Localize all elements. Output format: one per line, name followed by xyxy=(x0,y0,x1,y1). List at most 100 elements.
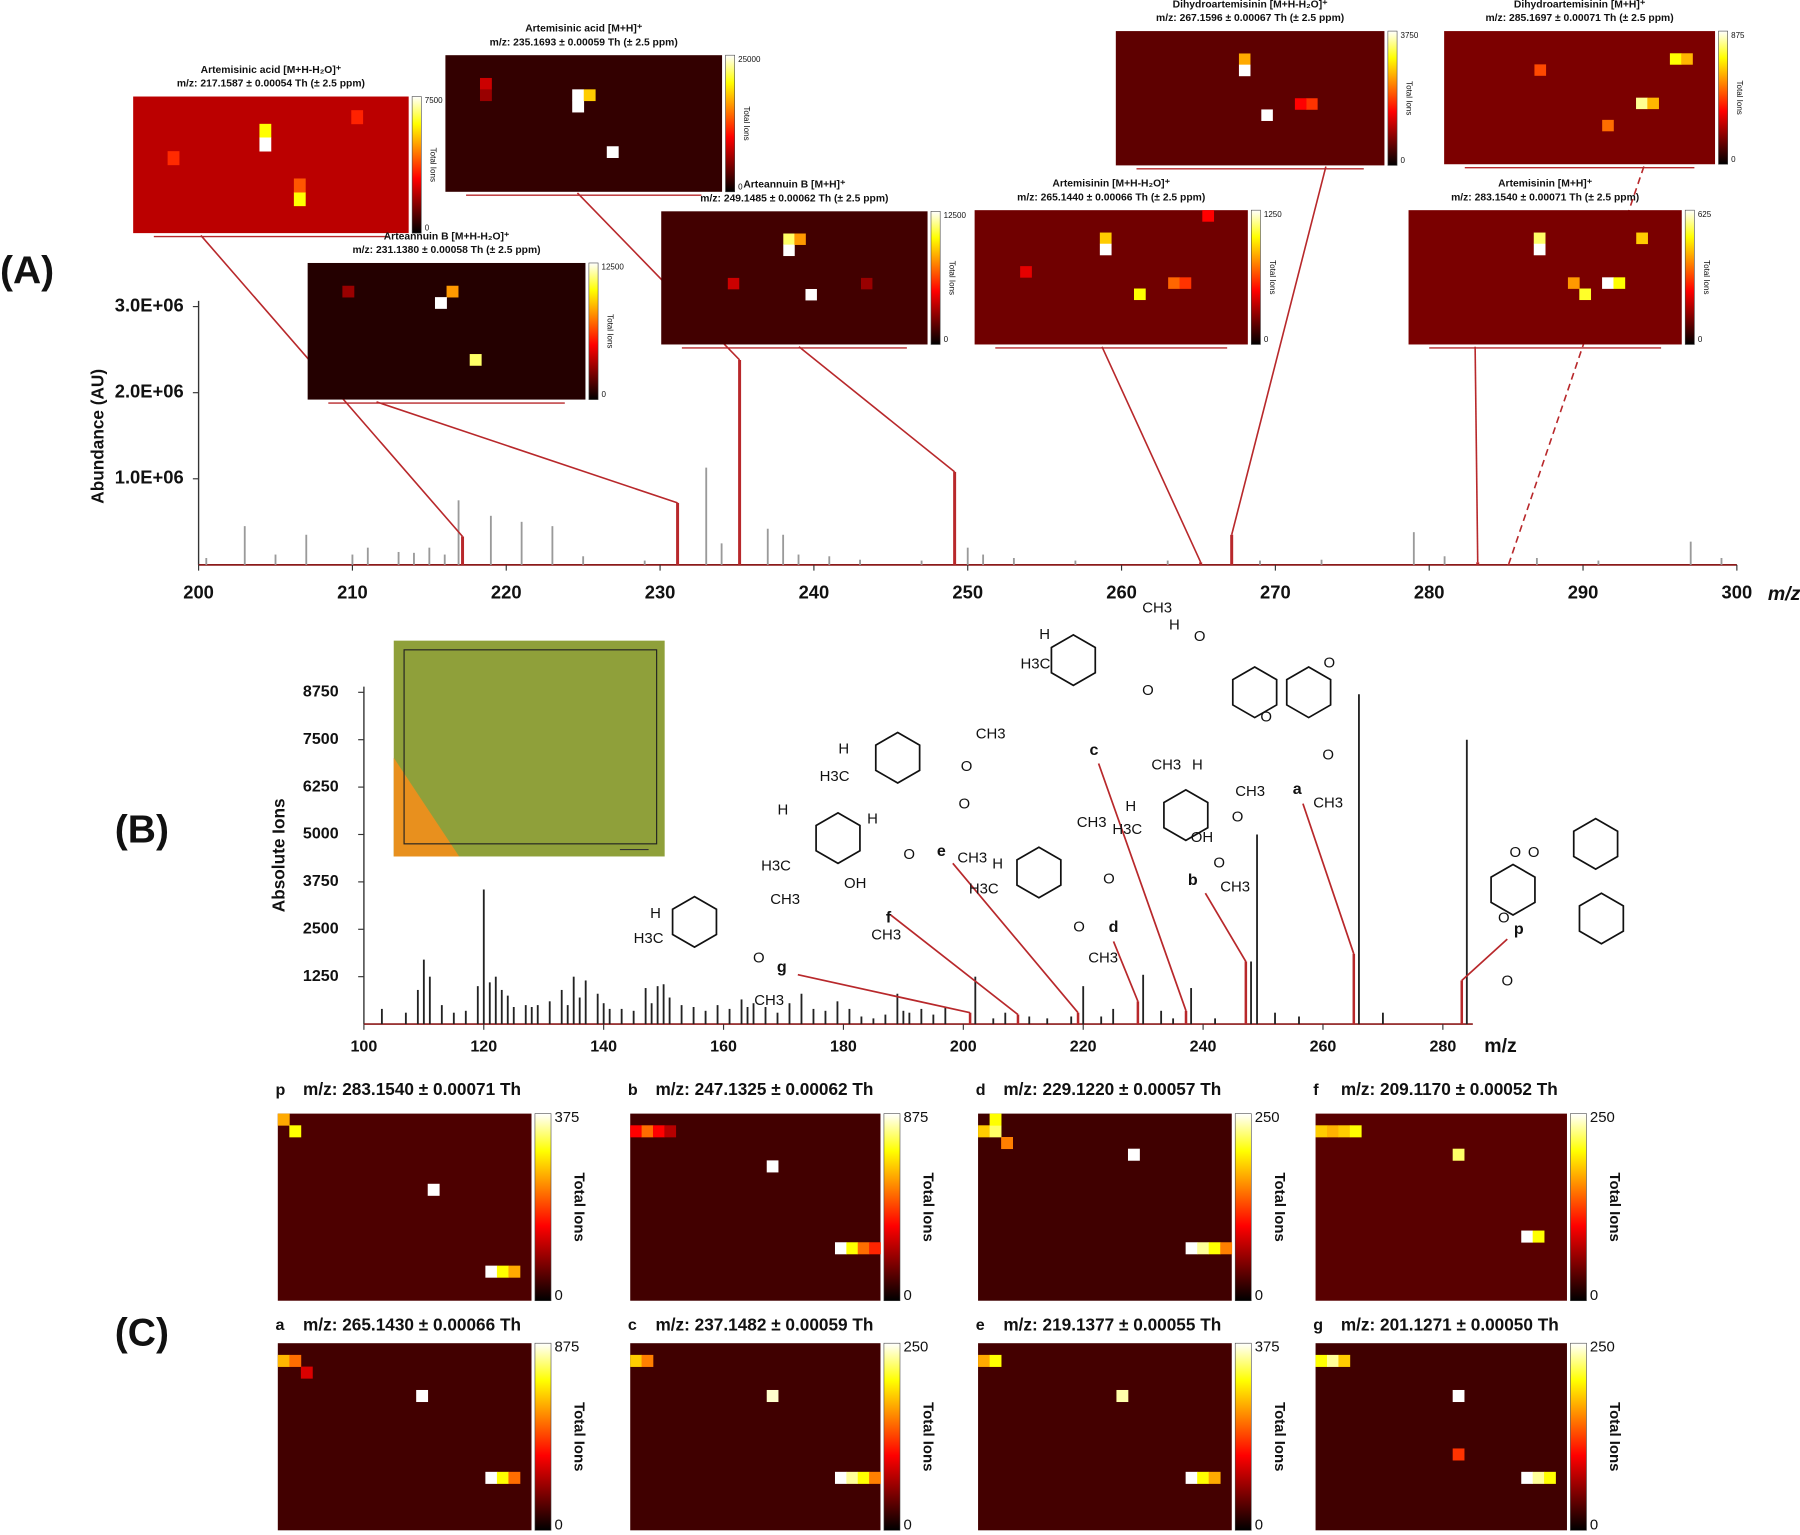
x-tick-label: 290 xyxy=(1568,581,1599,602)
heatmap-title: Artemisinin [M+H-H₂O]⁺ xyxy=(1052,178,1170,189)
connector xyxy=(1204,892,1247,962)
heatmap-cell xyxy=(293,178,306,193)
heatmap-cell xyxy=(783,233,795,245)
map-letter: f xyxy=(1313,1081,1319,1099)
x-tick-label: 120 xyxy=(470,1037,497,1055)
atom-label: H xyxy=(992,855,1003,872)
heatmap-cell xyxy=(1349,1125,1362,1138)
heatmap-cell xyxy=(630,1125,642,1138)
heatmap-cell xyxy=(508,1471,521,1484)
heatmap-cell xyxy=(1532,1471,1545,1484)
panel-label: (C) xyxy=(115,1311,169,1354)
heatmap-cell xyxy=(834,1471,847,1484)
heatmap-cell xyxy=(1294,98,1307,110)
heatmap-subtitle: m/z: 217.1587 ± 0.00054 Th (± 2.5 ppm) xyxy=(177,79,365,90)
colorbar-min-label: 0 xyxy=(1255,1517,1263,1534)
heatmap-background xyxy=(1315,1343,1567,1531)
colorbar-label: Total Ions xyxy=(1606,1173,1623,1242)
connector xyxy=(797,973,971,1014)
y-tick-label: 1250 xyxy=(303,967,339,985)
heatmap-cell xyxy=(1238,64,1251,77)
map-title: m/z: 237.1482 ± 0.00059 Th xyxy=(655,1315,873,1335)
microscope-inset xyxy=(393,640,665,857)
map-letter: g xyxy=(1313,1316,1323,1334)
colorbar xyxy=(534,1113,552,1302)
atom-label: H xyxy=(1169,617,1180,634)
colorbar-label: Total Ions xyxy=(1271,1402,1288,1471)
x-tick-label: 240 xyxy=(799,581,830,602)
colorbar xyxy=(1570,1113,1587,1302)
atom-label: CH3 xyxy=(1088,950,1118,967)
y-axis-label: Abundance (AU) xyxy=(87,369,107,504)
atom-label: CH3 xyxy=(754,992,784,1009)
atom-label: H xyxy=(778,801,789,818)
colorbar-label: Total Ions xyxy=(948,261,957,295)
fragment-label: e xyxy=(937,842,946,860)
heatmap-cell xyxy=(1315,1354,1328,1367)
colorbar-min-label: 0 xyxy=(602,390,607,399)
colorbar-min-label: 0 xyxy=(903,1287,911,1304)
colorbar xyxy=(1718,30,1728,165)
colorbar-label: Total Ions xyxy=(920,1402,937,1471)
heatmap-cell xyxy=(978,1125,990,1138)
heatmap-title: Dihydroartemisinin [M+H]⁺ xyxy=(1514,0,1645,10)
heatmap-cell xyxy=(1534,64,1547,76)
colorbar-label: Total Ions xyxy=(920,1173,937,1242)
structure-ring xyxy=(1285,666,1332,719)
x-tick-label: 100 xyxy=(350,1037,377,1055)
heatmap-subtitle: m/z: 283.1540 ± 0.00071 Th (± 2.5 ppm) xyxy=(1451,192,1639,203)
fragment-label: a xyxy=(1293,780,1303,798)
atom-label: H xyxy=(838,741,849,758)
y-tick-label: 2.0E+06 xyxy=(115,381,184,402)
atom-label: H xyxy=(1039,626,1050,643)
colorbar xyxy=(411,96,422,234)
atom-label: H3C xyxy=(1112,821,1142,838)
y-tick-label: 3750 xyxy=(303,872,339,890)
atom-label: H xyxy=(1125,798,1136,815)
colorbar-min-label: 0 xyxy=(944,335,949,344)
connector xyxy=(952,862,1079,1014)
colorbar-label: Total Ions xyxy=(605,314,614,348)
colorbar-max-label: 250 xyxy=(1590,1339,1615,1356)
heatmap-subtitle: m/z: 285.1697 ± 0.00071 Th (± 2.5 ppm) xyxy=(1486,13,1674,24)
colorbar xyxy=(1684,209,1695,345)
heatmap-cell xyxy=(277,1113,290,1126)
heatmap-cell xyxy=(1613,277,1626,289)
heatmap-cell xyxy=(1521,1471,1534,1484)
connector xyxy=(1230,166,1327,535)
map-letter: c xyxy=(628,1316,637,1334)
atom-label: O xyxy=(1324,655,1336,672)
heatmap-cell xyxy=(1208,1471,1221,1484)
heatmap-cell xyxy=(857,1471,870,1484)
connector xyxy=(798,346,956,473)
colorbar-max-label: 7500 xyxy=(425,96,443,105)
heatmap-cell xyxy=(1127,1148,1140,1161)
heatmap-cell xyxy=(641,1354,654,1367)
fragment-label: p xyxy=(1514,920,1524,938)
structure-ring xyxy=(815,811,861,865)
map-letter: p xyxy=(276,1081,286,1099)
heatmap-cell xyxy=(869,1242,881,1255)
heatmap-cell xyxy=(1579,288,1592,301)
atom-label: O xyxy=(1213,854,1225,871)
map-title: m/z: 265.1430 ± 0.00066 Th xyxy=(303,1315,521,1335)
heatmap-cell xyxy=(1099,232,1112,245)
heatmap-cell xyxy=(1326,1354,1339,1367)
map-title: m/z: 219.1377 ± 0.00055 Th xyxy=(1003,1315,1221,1335)
atom-label: CH3 xyxy=(1142,599,1172,616)
heatmap-cell xyxy=(1452,1448,1465,1461)
heatmap-cell xyxy=(846,1242,859,1255)
fragment-label: c xyxy=(1090,741,1099,759)
colorbar-max-label: 12500 xyxy=(944,211,967,220)
map-title: m/z: 209.1170 ± 0.00052 Th xyxy=(1341,1079,1558,1099)
fragment-label: b xyxy=(1188,871,1198,889)
panel-label: (A) xyxy=(0,250,54,293)
y-tick-label: 7500 xyxy=(303,730,339,748)
colorbar-min-label: 0 xyxy=(1590,1287,1598,1304)
panel-label: (B) xyxy=(115,809,169,852)
heatmap-cell xyxy=(1636,232,1648,245)
heatmap-background xyxy=(630,1113,881,1301)
connector xyxy=(1101,346,1202,563)
colorbar xyxy=(1234,1113,1252,1302)
x-tick-label: 140 xyxy=(590,1037,617,1055)
